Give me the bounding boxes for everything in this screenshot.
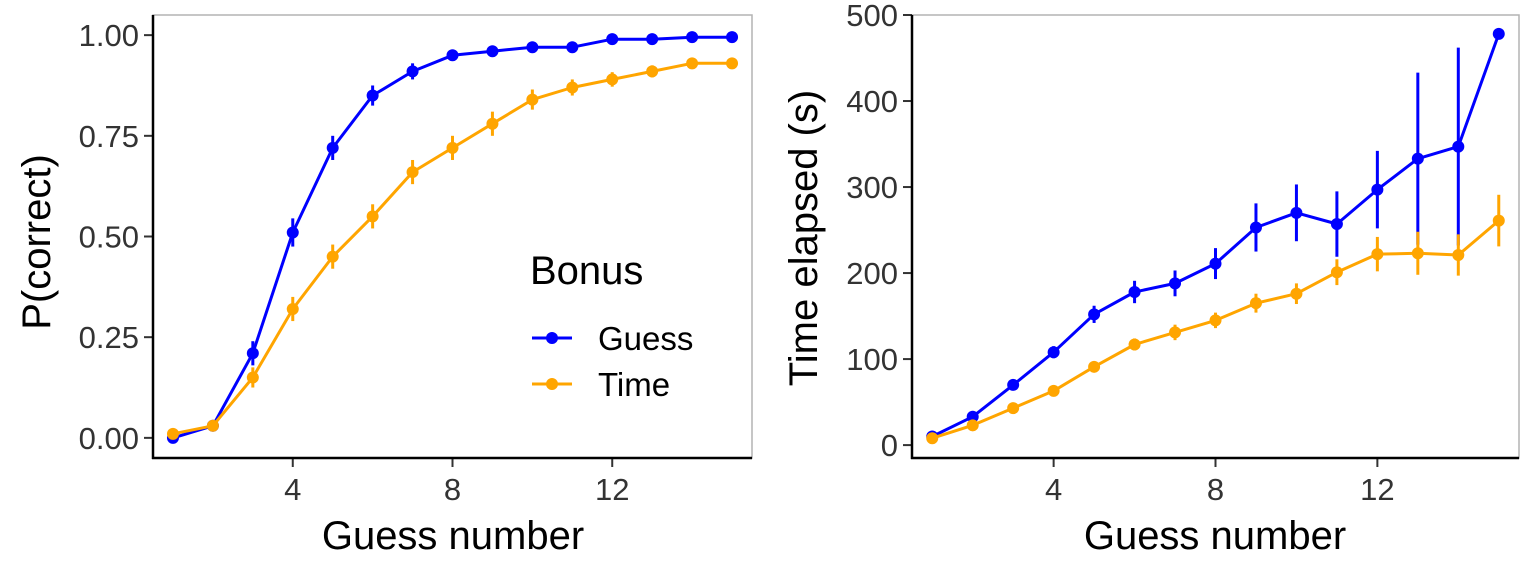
- legend-item-guess: Guess: [532, 320, 693, 357]
- data-point: [1249, 221, 1262, 234]
- x-tick-label: 12: [1360, 472, 1394, 507]
- data-point: [566, 41, 579, 54]
- data-point: [1290, 287, 1303, 300]
- chart-time-elapsed: 0 100 200 300 400 500 4 8 12 Guess number Time …: [782, 0, 1520, 558]
- series-line-guess: [931, 33, 1501, 438]
- chart-p-correct: 0.00 0.25 0.50 0.75 1.00 4 8 12 Guess number P…: [15, 14, 753, 558]
- data-point: [366, 210, 379, 223]
- data-point: [406, 65, 419, 78]
- data-point: [1209, 257, 1222, 270]
- data-point: [246, 347, 259, 360]
- y-tick-label: 0.75: [79, 119, 139, 154]
- legend-item-time: Time: [532, 366, 670, 403]
- data-point: [326, 141, 339, 154]
- data-point: [526, 41, 539, 54]
- data-point: [326, 250, 339, 263]
- data-point: [926, 432, 939, 445]
- data-point: [1452, 248, 1465, 261]
- data-point: [1088, 308, 1101, 321]
- y-tick-label: 400: [846, 84, 898, 119]
- data-point: [1249, 297, 1262, 310]
- data-point: [1290, 206, 1303, 219]
- series-time: [926, 194, 1505, 445]
- data-point: [166, 427, 179, 440]
- legend-label-guess: Guess: [598, 320, 693, 357]
- data-point: [1169, 277, 1182, 290]
- data-point: [1492, 27, 1505, 40]
- data-point: [1411, 152, 1424, 165]
- y-tick-label: 300: [846, 170, 898, 205]
- data-point: [446, 49, 459, 62]
- data-point: [406, 166, 419, 179]
- data-point: [1411, 247, 1424, 260]
- data-point: [1371, 183, 1384, 196]
- data-point: [686, 31, 699, 44]
- data-point: [486, 117, 499, 130]
- data-point: [966, 410, 979, 423]
- data-point: [1371, 248, 1384, 261]
- y-axis-title: P(correct): [15, 154, 59, 330]
- series-guess: [166, 31, 739, 444]
- data-point: [1452, 140, 1465, 153]
- x-tick-label: 4: [284, 472, 301, 507]
- data-point: [606, 33, 619, 46]
- y-axis-title: Time elapsed (s): [782, 90, 826, 386]
- x-tick-label: 8: [444, 472, 461, 507]
- y-tick-label: 200: [846, 256, 898, 291]
- data-point: [606, 73, 619, 86]
- legend: Bonus Guess Time: [530, 249, 693, 403]
- x-tick-label: 8: [1207, 472, 1224, 507]
- legend-label-time: Time: [598, 366, 670, 403]
- data-point: [1128, 338, 1141, 351]
- data-point: [1047, 384, 1060, 397]
- data-point: [246, 371, 259, 384]
- data-point: [1169, 326, 1182, 339]
- data-point: [1047, 346, 1060, 359]
- data-point: [966, 419, 979, 432]
- series-time: [166, 57, 739, 440]
- y-tick-label: 1.00: [79, 18, 139, 53]
- y-tick-label: 100: [846, 342, 898, 377]
- data-point: [686, 57, 699, 70]
- legend-swatch-point: [546, 332, 558, 344]
- data-point: [646, 65, 659, 78]
- data-point: [1330, 218, 1343, 231]
- data-point: [1128, 285, 1141, 298]
- data-point: [646, 33, 659, 46]
- data-point: [1330, 266, 1343, 279]
- data-point: [1088, 360, 1101, 373]
- x-tick-label: 12: [595, 472, 629, 507]
- data-point: [206, 419, 219, 432]
- x-tick-label: 4: [1045, 472, 1062, 507]
- data-point: [1007, 378, 1020, 391]
- x-axis-title: Guess number: [1084, 514, 1346, 558]
- x-axis-title: Guess number: [322, 514, 584, 558]
- data-point: [366, 89, 379, 102]
- legend-title: Bonus: [530, 249, 643, 293]
- data-point: [726, 57, 739, 70]
- data-point: [726, 31, 739, 44]
- y-tick-label: 0.50: [79, 220, 139, 255]
- data-point: [526, 93, 539, 106]
- legend-swatch-point: [546, 378, 558, 390]
- y-tick-label: 0.00: [79, 421, 139, 456]
- data-point: [286, 226, 299, 239]
- data-point: [446, 141, 459, 154]
- y-tick-label: 0.25: [79, 320, 139, 355]
- data-point: [1492, 214, 1505, 227]
- data-point: [486, 45, 499, 58]
- data-point: [1007, 402, 1020, 415]
- data-point: [566, 81, 579, 94]
- y-tick-label: 0: [881, 428, 898, 463]
- data-point: [1209, 314, 1222, 327]
- data-point: [286, 302, 299, 315]
- y-tick-label: 500: [846, 0, 898, 33]
